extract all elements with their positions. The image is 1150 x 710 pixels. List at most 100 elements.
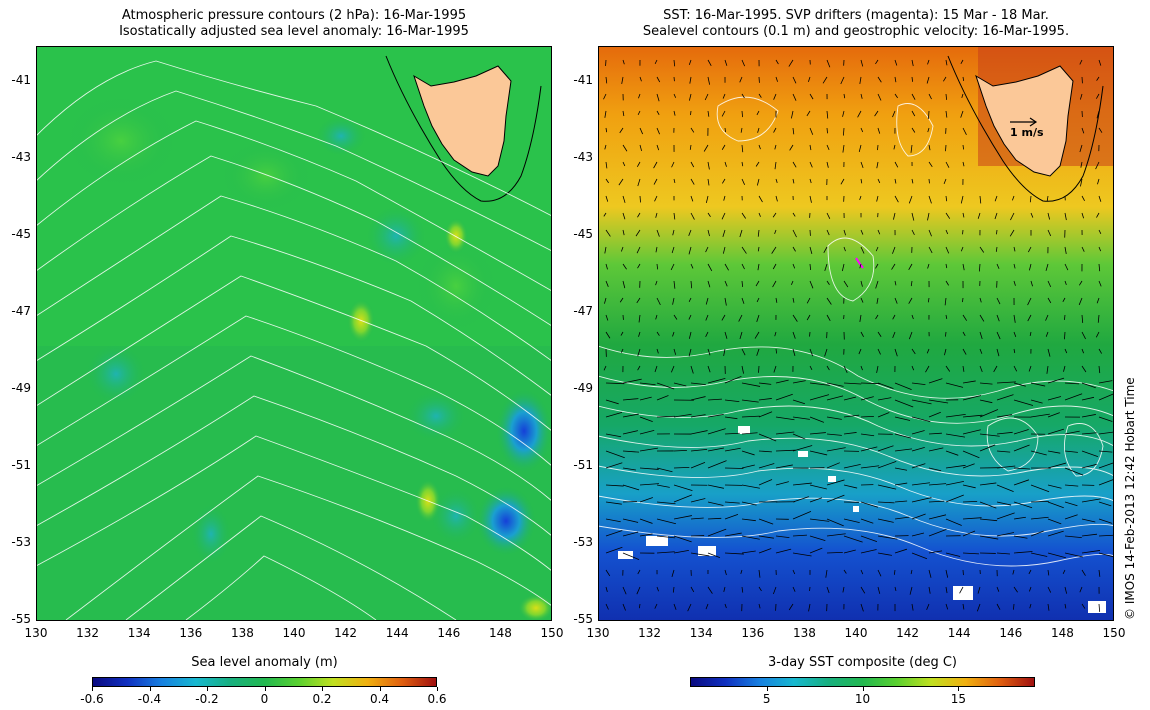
velocity-arrow [860, 297, 864, 303]
velocity-arrow [775, 535, 790, 539]
velocity-arrow [1081, 365, 1087, 373]
right-y-tick-label: -41 [573, 72, 593, 87]
velocity-arrow [911, 314, 914, 320]
velocity-arrow [1010, 212, 1015, 221]
velocity-arrow [654, 365, 658, 373]
velocity-arrow [959, 586, 964, 594]
velocity-arrow [775, 548, 792, 554]
velocity-arrow [826, 447, 846, 452]
velocity-arrow [1098, 450, 1113, 453]
velocity-arrow [724, 447, 741, 452]
velocity-arrow [639, 144, 642, 152]
velocity-arrow [826, 127, 828, 134]
sea-level-anomaly-map[interactable] [36, 46, 552, 620]
velocity-arrow [673, 382, 687, 387]
velocity-arrow [705, 603, 709, 610]
velocity-arrow [928, 514, 947, 520]
velocity-arrow [926, 76, 930, 84]
velocity-arrow [1012, 569, 1015, 575]
velocity-arrow [860, 518, 874, 524]
velocity-arrow [945, 569, 949, 578]
velocity-arrow [860, 382, 881, 385]
velocity-arrow [1047, 501, 1064, 509]
right-y-tick-label: -55 [573, 612, 593, 626]
velocity-arrow [945, 552, 961, 557]
velocity-arrow [877, 348, 881, 355]
left-x-tick-label: 150 [540, 626, 564, 640]
velocity-arrow [996, 263, 1000, 269]
velocity-arrow [928, 467, 942, 472]
velocity-arrow [927, 263, 930, 269]
velocity-arrow [809, 246, 813, 254]
velocity-arrow [1063, 365, 1066, 372]
velocity-arrow [1047, 412, 1060, 418]
velocity-arrow [826, 382, 844, 387]
velocity-arrow [928, 399, 949, 404]
velocity-arrow [908, 297, 913, 304]
velocity-arrow [945, 195, 948, 202]
right-x-tick-label: 142 [896, 626, 920, 640]
left-colorbar-tick-label: 0.4 [369, 692, 390, 706]
velocity-arrow [1064, 382, 1080, 385]
velocity-arrow [775, 59, 779, 65]
velocity-arrow [622, 484, 640, 491]
velocity-arrow [690, 365, 694, 374]
velocity-arrow [758, 450, 772, 453]
right-x-tick-label: 132 [638, 626, 662, 640]
velocity-arrow [877, 445, 894, 452]
velocity-arrow [654, 195, 658, 202]
velocity-arrow [792, 246, 796, 252]
right-title-line1: SST: 16-Mar-1995. SVP drifters (magenta)… [663, 8, 1049, 23]
velocity-arrow [945, 464, 966, 469]
right-x-tick-label: 138 [792, 626, 816, 640]
velocity-arrow [741, 144, 744, 153]
velocity-arrow [622, 531, 639, 537]
velocity-arrow [671, 246, 675, 254]
velocity-arrow [705, 195, 709, 204]
velocity-arrow [843, 396, 857, 401]
velocity-arrow [1030, 212, 1034, 218]
velocity-arrow [877, 397, 892, 401]
velocity-arrow [620, 348, 624, 353]
velocity-arrow [689, 76, 692, 84]
velocity-arrow [619, 127, 624, 134]
velocity-arrow [739, 76, 743, 83]
velocity-arrow [605, 603, 609, 610]
velocity-arrow [654, 59, 658, 65]
velocity-arrow [1080, 178, 1083, 187]
velocity-arrow [741, 59, 746, 67]
sst-map[interactable]: 1 m/s [598, 46, 1114, 620]
velocity-arrow [979, 535, 999, 540]
velocity-arrow [945, 494, 964, 503]
left-x-tick-label: 140 [282, 626, 306, 640]
velocity-arrow [688, 246, 692, 255]
velocity-arrow [688, 297, 692, 302]
velocity-arrow [636, 161, 641, 168]
velocity-arrow [755, 280, 760, 287]
velocity-arrow [690, 161, 695, 168]
sla-high-2 [347, 299, 375, 343]
velocity-arrow [1064, 331, 1066, 340]
velocity-arrow [860, 603, 864, 612]
velocity-arrow [1064, 514, 1078, 520]
velocity-arrow [687, 603, 692, 612]
velocity-arrow [605, 229, 611, 237]
velocity-arrow [860, 396, 874, 401]
velocity-arrow [826, 533, 846, 537]
velocity-arrow [809, 484, 827, 490]
velocity-arrow [945, 314, 948, 320]
velocity-arrow [809, 497, 823, 503]
velocity-arrow [688, 348, 692, 357]
velocity-arrow [979, 444, 996, 452]
velocity-arrow [911, 482, 930, 486]
velocity-arrow [809, 93, 814, 100]
geostrophic-velocity-arrows [603, 59, 1114, 612]
velocity-arrow [877, 178, 881, 184]
velocity-arrow [654, 603, 658, 609]
velocity-arrow [826, 110, 829, 119]
velocity-arrow [1013, 382, 1026, 387]
right-y-tick-label: -51 [573, 457, 593, 472]
velocity-arrow [996, 465, 1016, 469]
velocity-arrow [639, 447, 659, 452]
velocity-arrow [843, 484, 858, 489]
